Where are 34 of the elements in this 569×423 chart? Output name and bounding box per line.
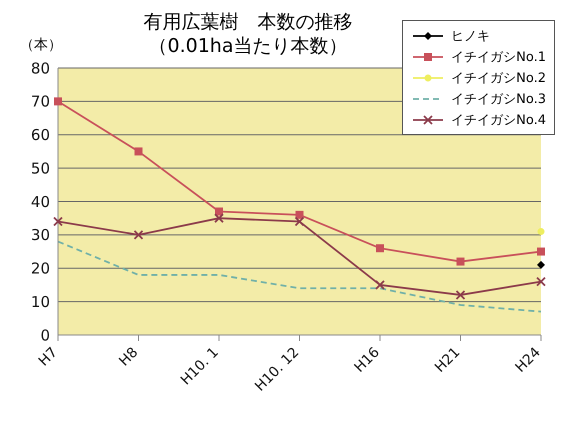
y-axis-title: （本） (20, 36, 62, 54)
y-tick-label: 20 (30, 260, 50, 278)
point (54, 97, 62, 106)
y-tick-label: 10 (30, 292, 50, 311)
point (536, 276, 546, 286)
line-series (57, 240, 542, 313)
point (134, 147, 142, 156)
point (375, 280, 385, 290)
point (538, 228, 544, 236)
point (456, 290, 466, 300)
legend-label: イチイガシNo.1 (451, 48, 546, 66)
point (53, 216, 63, 226)
y-tick-label: 40 (30, 192, 50, 211)
legend-label: イチイガシNo.3 (451, 90, 546, 108)
chart-title: 有用広葉樹 本数の推移 (142, 10, 354, 34)
y-tick-label: 70 (30, 92, 50, 111)
y-tick-label: 50 (30, 159, 50, 178)
point (294, 216, 304, 226)
y-tick-label: 80 (30, 59, 50, 78)
y-tick-label: 30 (30, 226, 50, 244)
point (376, 244, 384, 252)
x-tick-label: H7 (36, 344, 61, 370)
y-tick-label: 0 (40, 326, 50, 344)
chart-subtitle: （0.01ha当たり本数） (148, 34, 348, 58)
x-tick-label: H8 (116, 344, 142, 370)
point (214, 213, 224, 224)
point (537, 248, 545, 256)
y-tick-label: 60 (30, 126, 50, 144)
legend-label: イチイガシNo.4 (451, 112, 546, 128)
point (134, 230, 144, 240)
legend-label: ヒノキ (451, 28, 490, 44)
point (456, 258, 464, 266)
point (537, 260, 545, 269)
legend-label: イチイガシNo.2 (451, 70, 546, 86)
